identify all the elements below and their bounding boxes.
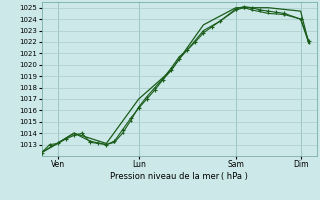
X-axis label: Pression niveau de la mer ( hPa ): Pression niveau de la mer ( hPa ) xyxy=(110,172,248,181)
